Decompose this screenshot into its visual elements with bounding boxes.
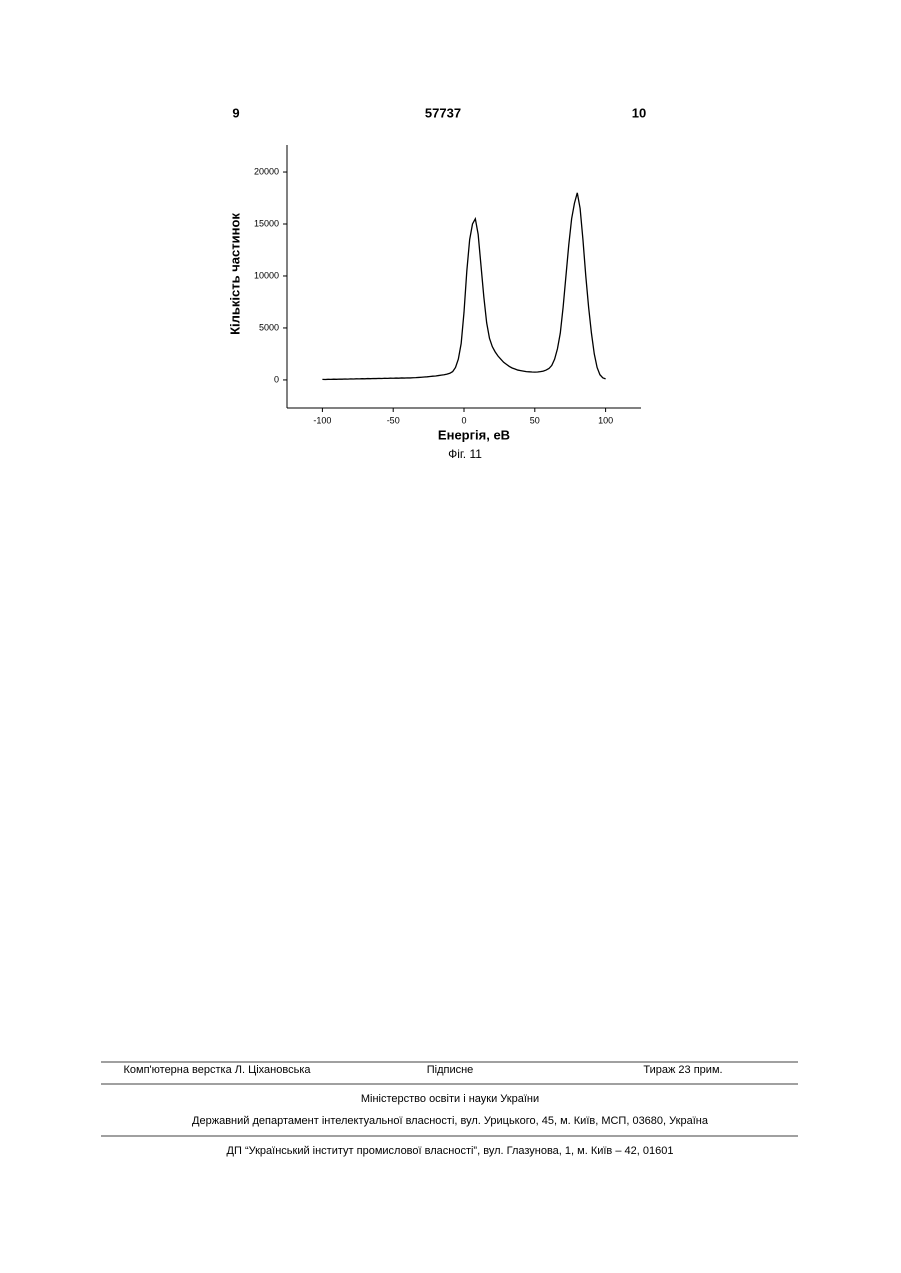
y-tick-label: 0 bbox=[274, 374, 279, 384]
page: 9 57737 10 Кількість частинок Енергія, е… bbox=[0, 0, 901, 1273]
figure-caption: Фіг. 11 bbox=[448, 447, 482, 461]
footer-text: Міністерство освіти і науки України bbox=[361, 1093, 539, 1105]
footer-text: Тираж 23 прим. bbox=[643, 1064, 722, 1076]
spectrum-line bbox=[322, 193, 605, 380]
footer-text: Комп'ютерна верстка Л. Ціхановська bbox=[124, 1064, 312, 1076]
x-tick-label: -100 bbox=[313, 415, 331, 425]
x-tick-label: 50 bbox=[530, 415, 540, 425]
y-axis-label: Кількість частинок bbox=[227, 213, 242, 335]
x-tick-label: 0 bbox=[461, 415, 466, 425]
page-number: 9 bbox=[232, 105, 239, 120]
x-axis-label: Енергія, еВ bbox=[438, 427, 510, 442]
x-tick-label: 100 bbox=[598, 415, 613, 425]
footer-text: Державний департамент інтелектуальної вл… bbox=[192, 1115, 709, 1127]
patent-number: 57737 bbox=[425, 105, 461, 120]
y-tick-label: 15000 bbox=[254, 218, 279, 228]
x-tick-label: -50 bbox=[387, 415, 400, 425]
y-tick-label: 5000 bbox=[259, 322, 279, 332]
footer-text: Підписне bbox=[427, 1064, 474, 1076]
page-number: 10 bbox=[632, 105, 646, 120]
footer-text: ДП “Український інститут промислової вла… bbox=[227, 1145, 674, 1157]
y-tick-label: 10000 bbox=[254, 270, 279, 280]
y-tick-label: 20000 bbox=[254, 166, 279, 176]
